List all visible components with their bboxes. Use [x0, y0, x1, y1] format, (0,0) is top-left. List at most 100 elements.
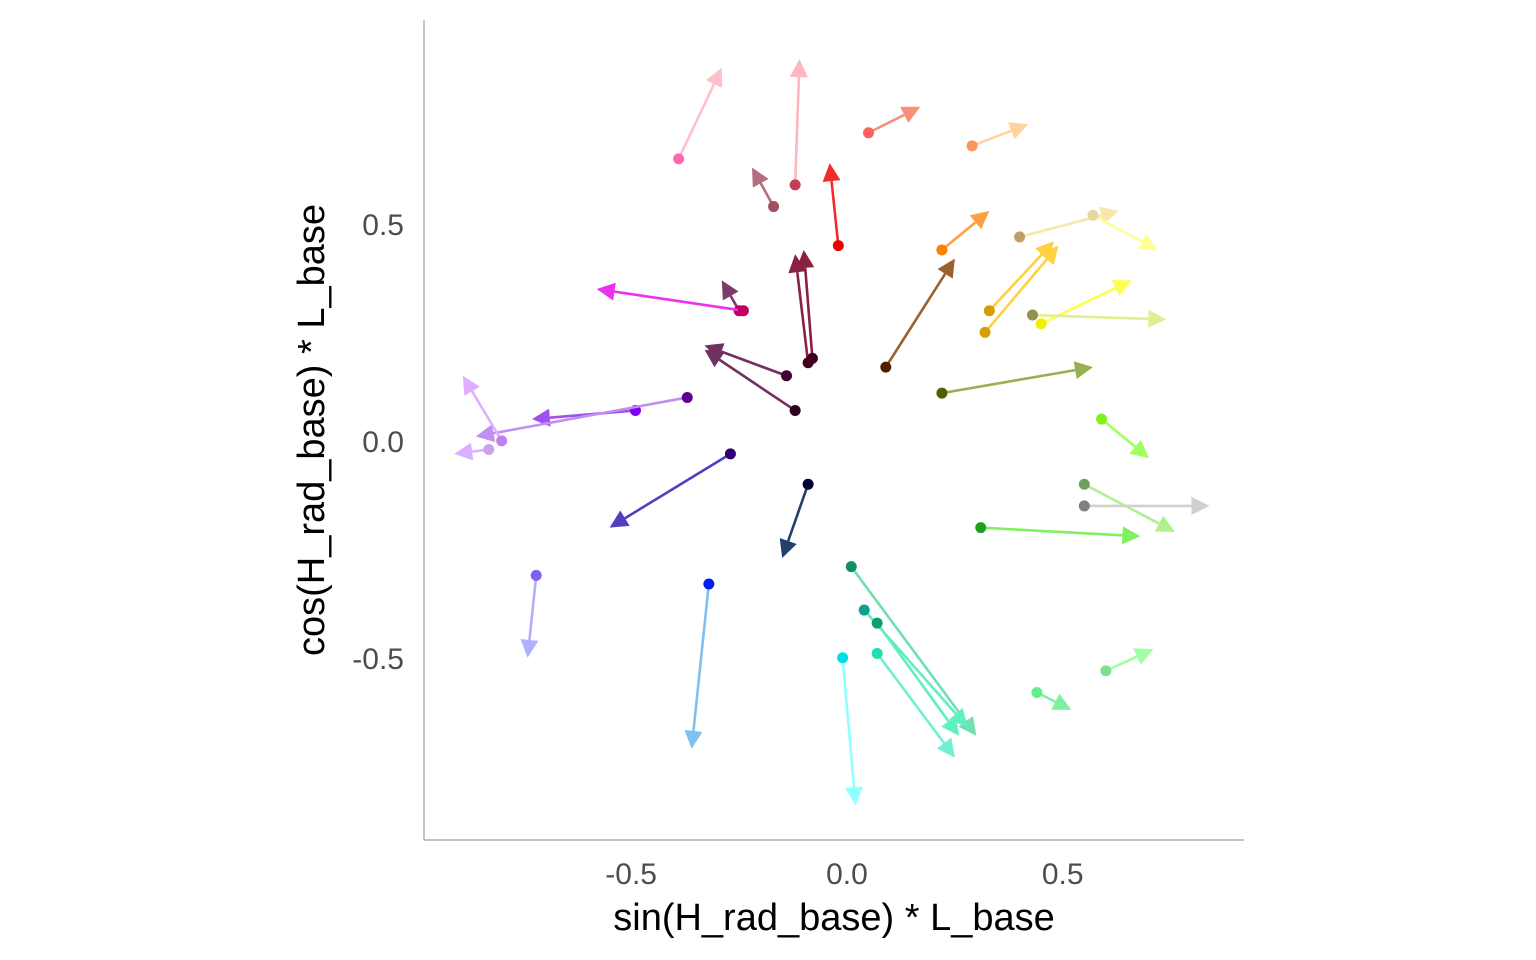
arrow-head: [969, 210, 990, 230]
arrow-head: [1133, 648, 1154, 665]
arrow-head: [845, 786, 863, 806]
arrow-shaft: [796, 272, 810, 363]
arrow-shaft: [493, 396, 688, 435]
arrow-head: [475, 424, 496, 443]
arrow-mark: [871, 617, 960, 736]
arrow-head: [941, 716, 960, 736]
arrow-mark: [520, 569, 542, 658]
arrow-head: [1191, 496, 1210, 515]
arrow-mark: [684, 578, 715, 749]
arrow-head: [900, 106, 921, 123]
x-tick-labels: -0.5 0.0 0.5: [605, 858, 1083, 891]
start-point: [806, 352, 818, 364]
arrow-mark: [596, 282, 749, 317]
arrow-shaft: [1019, 214, 1102, 239]
arrow-mark: [837, 652, 863, 806]
start-point: [837, 652, 849, 664]
arrow-mark: [966, 122, 1029, 152]
arrow-mark: [752, 167, 780, 213]
start-point: [1027, 309, 1039, 321]
arrow-head: [936, 737, 955, 758]
arrow-mark: [1100, 648, 1154, 677]
start-point: [975, 522, 987, 534]
start-point: [871, 617, 883, 629]
arrow-mark: [880, 258, 955, 373]
arrow-shaft: [980, 526, 1123, 537]
arrow-head: [1073, 361, 1093, 380]
arrow-mark: [1027, 309, 1167, 328]
arrow-shaft: [884, 273, 947, 368]
y-tick-label: 0.5: [362, 209, 404, 242]
arrow-head: [822, 163, 841, 183]
arrow-shaft: [971, 129, 1012, 148]
start-point: [737, 305, 749, 317]
arrow-shaft: [988, 253, 1043, 312]
arrow-head: [1148, 309, 1167, 328]
arrow-shaft: [718, 358, 796, 412]
arrow-mark: [462, 375, 508, 447]
arrow-mark: [822, 163, 844, 252]
arrow-head: [520, 638, 539, 658]
arrow-shaft: [793, 76, 801, 185]
start-point: [1078, 478, 1090, 490]
arrow-mark: [1031, 686, 1072, 710]
x-tick-label: 0.0: [826, 858, 868, 891]
arrow-head: [609, 510, 630, 528]
start-point: [1078, 500, 1090, 512]
y-tick-labels: -0.5 0.0 0.5: [352, 209, 404, 676]
arrow-shaft: [1100, 418, 1136, 448]
start-point: [681, 391, 693, 403]
start-point: [863, 127, 875, 139]
arrow-head: [949, 707, 968, 728]
start-point: [1087, 209, 1099, 221]
start-point: [832, 240, 844, 252]
arrow-head: [1154, 515, 1175, 532]
arrow-mark: [475, 391, 693, 443]
arrow-mark: [1014, 206, 1119, 243]
arrow-head: [531, 408, 551, 427]
start-point: [1014, 231, 1026, 243]
y-tick-label: -0.5: [352, 643, 404, 676]
start-point: [768, 201, 780, 213]
x-axis-title: sin(H_rad_base) * L_base: [613, 897, 1055, 939]
start-point: [858, 604, 870, 616]
start-point: [781, 370, 793, 382]
start-point: [1035, 318, 1047, 330]
arrow-shaft: [830, 180, 840, 246]
start-point: [530, 569, 542, 581]
arrow-mark: [936, 361, 1093, 399]
arrow-head: [1008, 122, 1029, 140]
arrow-head: [796, 249, 815, 269]
y-axis-title: cos(H_rad_base) * L_base: [291, 204, 333, 656]
start-point: [673, 153, 685, 165]
arrow-shaft: [876, 652, 946, 744]
start-point: [880, 361, 892, 373]
arrow-shaft: [720, 350, 787, 377]
arrow-head: [596, 282, 616, 301]
x-tick-label: 0.5: [1042, 858, 1084, 891]
arrow-mark: [936, 210, 990, 256]
start-point: [1096, 413, 1108, 425]
arrow-head: [705, 67, 723, 88]
arrow-head: [1129, 439, 1150, 459]
arrow-mark: [871, 647, 955, 758]
arrow-mark: [779, 478, 814, 558]
arrow-head: [752, 167, 769, 188]
arrow-shaft: [692, 583, 711, 732]
arrow-shaft: [528, 575, 538, 641]
arrow-head: [937, 258, 955, 279]
arrow-head: [788, 254, 807, 274]
start-point: [845, 561, 857, 573]
arrow-shaft: [614, 290, 744, 312]
start-point: [1031, 686, 1043, 698]
arrow-mark: [1087, 209, 1158, 250]
arrow-head: [704, 349, 725, 368]
start-point: [496, 435, 508, 447]
arrow-shaft: [1083, 483, 1160, 525]
axes: [423, 20, 1244, 841]
arrow-head: [721, 280, 739, 301]
arrow-shaft: [786, 483, 810, 542]
arrow-shaft: [941, 221, 977, 251]
start-point: [789, 404, 801, 416]
